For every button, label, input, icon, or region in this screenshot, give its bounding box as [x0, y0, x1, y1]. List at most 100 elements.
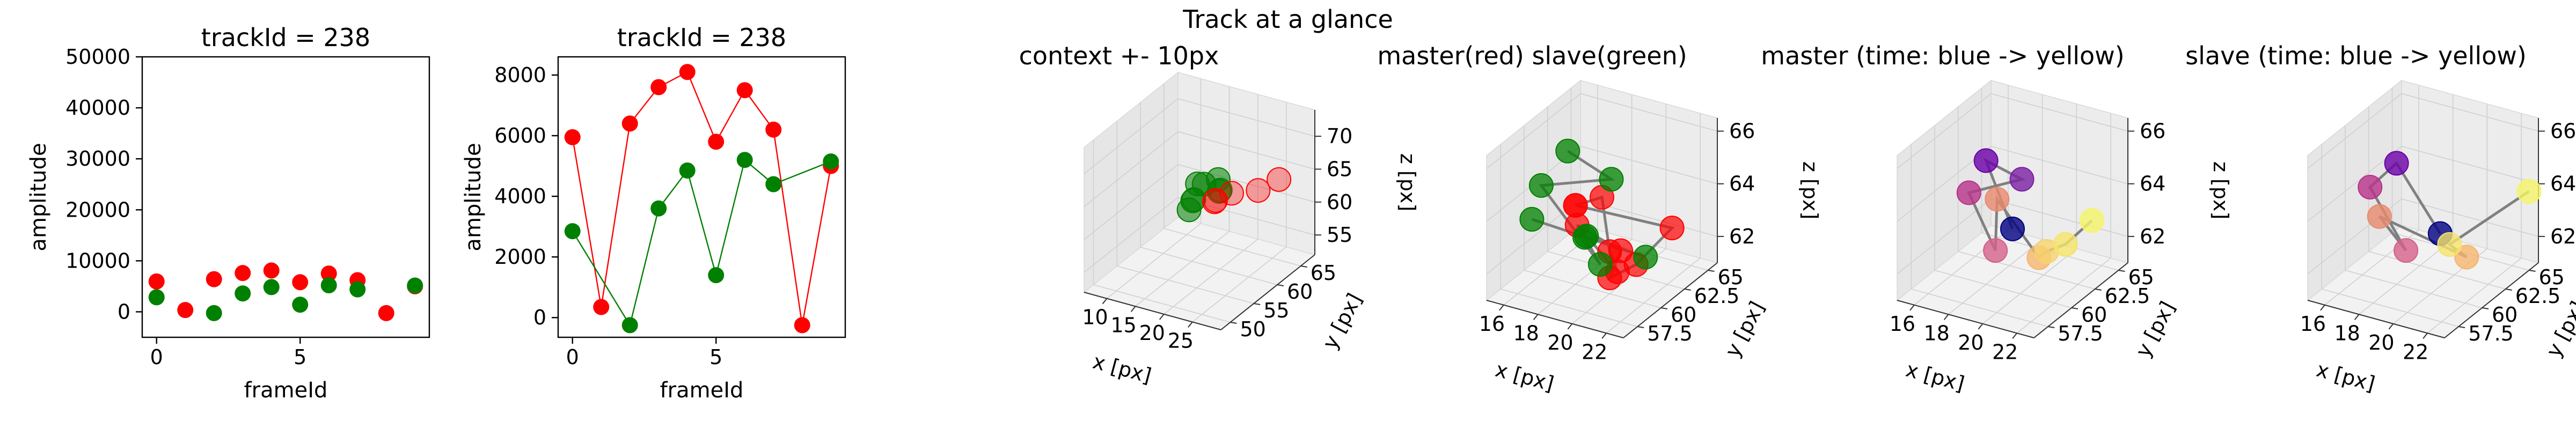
grid-line — [2401, 198, 2539, 237]
x-axis-label: x [px] — [1904, 358, 1967, 396]
y-tick-label: 65 — [1718, 265, 1744, 289]
data-point-3d — [2454, 245, 2479, 270]
y-tick-mark — [2118, 270, 2125, 272]
data-point-3d — [1202, 189, 1227, 214]
y-tick-label: 62.5 — [2515, 284, 2561, 308]
grid-line — [1177, 98, 1315, 137]
data-point-3d — [1983, 238, 2008, 263]
x-axis-label: x [px] — [1493, 358, 1556, 396]
y-tick-label: 30000 — [65, 147, 130, 171]
y-tick-mark — [2095, 289, 2102, 291]
x-tick-mark — [2423, 332, 2428, 339]
y-axis-line — [1220, 254, 1315, 330]
x-axis-line — [1897, 300, 2035, 338]
z-tick-label: 70 — [1327, 124, 1352, 148]
y-tick-label: 60 — [2081, 303, 2107, 327]
x-tick-label: 0 — [566, 345, 579, 369]
grid-line — [1580, 93, 1718, 132]
z-tick-label: 64 — [2140, 172, 2165, 196]
z-tick-label: 66 — [2140, 120, 2165, 143]
data-point — [679, 162, 696, 179]
y-tick-label: 57.5 — [2058, 322, 2103, 345]
data-point-3d — [1563, 193, 1588, 218]
grid-line — [2307, 93, 2402, 169]
data-point — [320, 265, 337, 282]
data-point-3d — [2367, 204, 2392, 229]
y-tick-label: 60 — [1671, 303, 1696, 327]
x-tick-mark — [1943, 314, 1949, 320]
grid-line — [1958, 251, 2095, 290]
data-point-3d — [1608, 238, 1633, 263]
data-point-3d — [1246, 178, 1271, 203]
data-point — [235, 265, 251, 282]
grid-line — [1177, 131, 1315, 170]
chart-title: trackId = 238 — [617, 23, 786, 52]
x-tick-label: 16 — [1479, 312, 1505, 336]
z-axis-label: z [px] — [1396, 153, 1419, 211]
plot-frame — [557, 56, 846, 338]
x-tick-label: 10 — [1082, 306, 1108, 329]
data-point-3d — [1203, 188, 1228, 213]
data-point-3d — [1659, 216, 1685, 241]
grid-line — [2016, 257, 2111, 334]
x-tick-mark — [1533, 314, 1539, 320]
grid-line — [1163, 239, 1258, 315]
y-axis-line — [2033, 262, 2128, 338]
y-axis-line — [1623, 262, 1718, 338]
y-tick-mark — [1230, 322, 1237, 324]
y-tick-label: 62.5 — [1694, 284, 1740, 308]
x-tick-label: 25 — [1168, 329, 1194, 352]
y-axis-label: amplitude — [461, 143, 486, 251]
data-point-3d — [1528, 173, 1554, 198]
grid-line — [1140, 247, 1278, 285]
data-point-3d — [1973, 148, 1999, 173]
grid-line — [2368, 251, 2506, 290]
data-point-3d — [1574, 224, 1599, 249]
data-point-3d — [1633, 245, 1658, 270]
z-tick-label: 62 — [1729, 225, 1755, 248]
y-tick-label: 65 — [2128, 265, 2154, 289]
z-tick-label: 66 — [2550, 120, 2576, 143]
data-point — [593, 299, 610, 315]
x-tick-label: 20 — [1139, 321, 1165, 345]
x-tick-label: 20 — [1958, 331, 1984, 354]
z-tick-label: 62 — [2140, 225, 2165, 248]
data-point — [206, 271, 222, 287]
x-tick-label: 5 — [294, 345, 306, 369]
z-tick-label: 64 — [2550, 172, 2576, 196]
z-axis-label: z [px] — [2209, 161, 2233, 219]
y-tick-label: 65 — [2539, 265, 2565, 289]
data-point — [736, 152, 753, 168]
trajectory-line-0 — [1575, 195, 1675, 281]
grid-line — [1084, 197, 1179, 273]
x-tick-label: 22 — [2403, 340, 2428, 364]
grid-line — [1117, 265, 1254, 304]
plot-frame — [141, 56, 430, 338]
data-point — [621, 317, 638, 334]
y-tick-mark — [1277, 284, 1284, 286]
x-tick-mark — [1130, 306, 1136, 312]
data-point-3d — [2516, 179, 2542, 204]
data-point-3d — [2000, 216, 2025, 241]
data-point-3d — [2358, 174, 2383, 199]
x-axis-label: x [px] — [1091, 350, 1154, 388]
y-tick-label: 0 — [118, 300, 130, 323]
grid-line — [1177, 164, 1315, 203]
data-point — [235, 285, 251, 302]
x-tick-mark — [2388, 323, 2394, 330]
data-point — [765, 121, 782, 138]
grid-line — [1982, 248, 2077, 324]
y-tick-mark — [1300, 265, 1307, 268]
data-point — [621, 115, 638, 132]
x-tick-label: 5 — [709, 345, 722, 369]
grid-line — [2401, 145, 2539, 184]
chart-title: master (time: blue -> yellow) — [1761, 41, 2124, 70]
data-point — [148, 289, 165, 306]
x-tick-mark — [1499, 305, 1504, 311]
grid-line — [1897, 198, 1992, 275]
x-tick-label: 20 — [1547, 331, 1573, 354]
x-tick-label: 15 — [1110, 313, 1136, 337]
data-point — [320, 277, 337, 294]
